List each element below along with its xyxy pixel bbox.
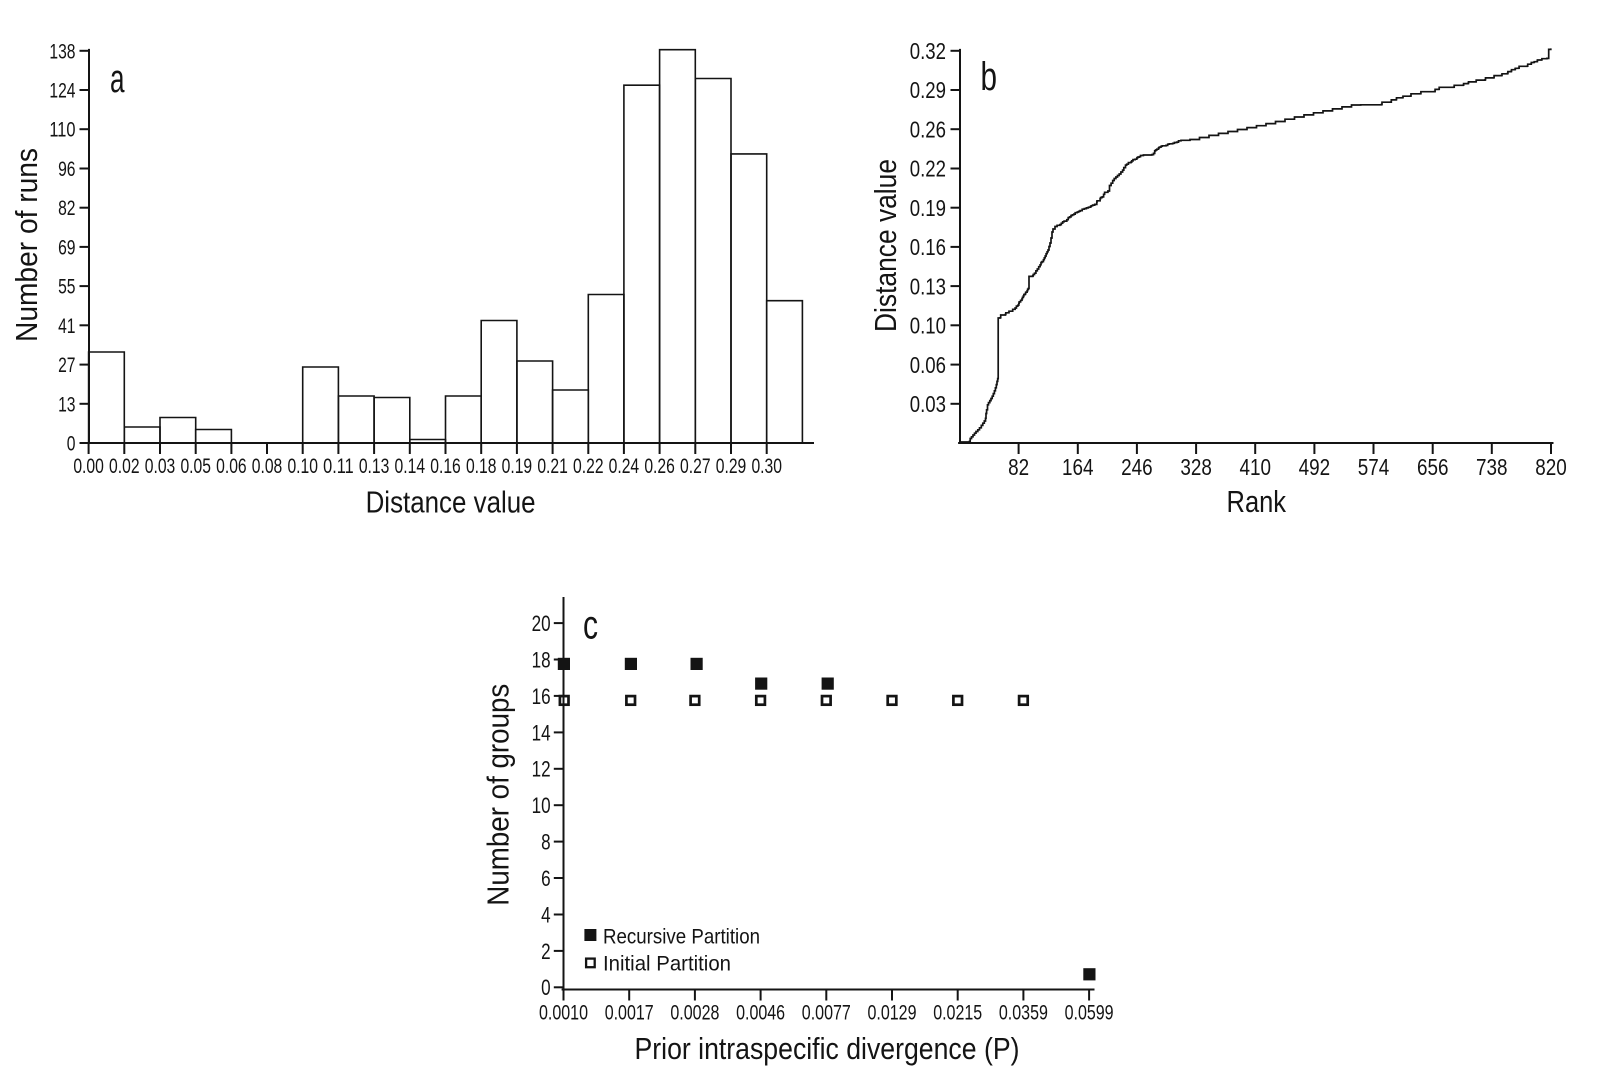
svg-text:0.0129: 0.0129 [868, 1002, 917, 1025]
svg-text:13: 13 [58, 393, 75, 416]
svg-text:0.13: 0.13 [910, 273, 946, 299]
svg-text:0.30: 0.30 [751, 455, 782, 478]
svg-text:0.10: 0.10 [287, 455, 318, 478]
svg-text:8: 8 [541, 830, 551, 855]
svg-text:738: 738 [1476, 454, 1508, 480]
svg-text:164: 164 [1062, 454, 1094, 480]
svg-text:0.05: 0.05 [180, 455, 211, 478]
svg-text:0.19: 0.19 [502, 455, 533, 478]
svg-text:Prior intraspecific divergence: Prior intraspecific divergence (P) [635, 1031, 1020, 1066]
svg-text:20: 20 [532, 611, 551, 636]
svg-text:0.0077: 0.0077 [802, 1002, 851, 1025]
svg-text:0.0017: 0.0017 [605, 1002, 654, 1025]
svg-text:Distance value: Distance value [366, 485, 536, 520]
svg-text:0.22: 0.22 [573, 455, 604, 478]
svg-text:0.0599: 0.0599 [1065, 1002, 1114, 1025]
svg-text:0.18: 0.18 [466, 455, 497, 478]
svg-text:0.14: 0.14 [395, 455, 426, 478]
svg-text:Number of groups: Number of groups [481, 684, 516, 906]
svg-text:2: 2 [541, 939, 551, 964]
svg-text:12: 12 [532, 757, 551, 782]
svg-text:Distance value: Distance value [868, 159, 903, 332]
svg-text:0.27: 0.27 [680, 455, 711, 478]
svg-text:82: 82 [58, 197, 75, 220]
svg-text:0.0010: 0.0010 [539, 1002, 588, 1025]
svg-text:27: 27 [58, 354, 75, 377]
svg-text:Number of runs: Number of runs [9, 148, 44, 342]
svg-text:0.21: 0.21 [537, 455, 568, 478]
svg-text:10: 10 [532, 793, 551, 818]
svg-text:55: 55 [58, 276, 75, 299]
svg-text:0: 0 [67, 433, 76, 456]
svg-text:0.06: 0.06 [216, 455, 247, 478]
svg-text:0: 0 [541, 975, 551, 1000]
svg-text:0.0359: 0.0359 [999, 1002, 1048, 1025]
svg-text:0.32: 0.32 [910, 38, 946, 64]
svg-text:0.16: 0.16 [910, 234, 946, 260]
svg-text:138: 138 [49, 40, 75, 63]
svg-text:0.10: 0.10 [910, 313, 946, 339]
svg-text:0.26: 0.26 [910, 116, 946, 142]
svg-text:820: 820 [1535, 454, 1567, 480]
svg-text:492: 492 [1299, 454, 1331, 480]
svg-text:Initial Partition: Initial Partition [603, 952, 731, 975]
svg-text:246: 246 [1121, 454, 1153, 480]
svg-text:6: 6 [541, 866, 551, 891]
svg-text:0.02: 0.02 [109, 455, 140, 478]
svg-text:410: 410 [1239, 454, 1271, 480]
svg-text:0.29: 0.29 [910, 77, 946, 103]
svg-text:4: 4 [541, 902, 551, 927]
svg-text:0.0046: 0.0046 [736, 1002, 785, 1025]
svg-text:0.16: 0.16 [430, 455, 461, 478]
svg-text:0.0028: 0.0028 [670, 1002, 719, 1025]
svg-text:69: 69 [58, 236, 75, 259]
svg-text:0.13: 0.13 [359, 455, 390, 478]
svg-text:574: 574 [1358, 454, 1390, 480]
svg-text:16: 16 [532, 684, 551, 709]
svg-text:0.0215: 0.0215 [933, 1002, 982, 1025]
svg-text:124: 124 [49, 80, 75, 103]
svg-text:96: 96 [58, 158, 75, 181]
svg-text:110: 110 [49, 119, 75, 142]
svg-text:b: b [981, 55, 998, 99]
svg-text:0.22: 0.22 [910, 156, 946, 182]
svg-text:0.19: 0.19 [910, 195, 946, 221]
svg-text:a: a [110, 57, 125, 101]
svg-text:82: 82 [1008, 454, 1029, 480]
svg-text:0.26: 0.26 [644, 455, 675, 478]
svg-text:Rank: Rank [1227, 484, 1287, 519]
svg-text:0.00: 0.00 [73, 455, 104, 478]
svg-text:14: 14 [532, 720, 551, 745]
svg-text:c: c [583, 602, 598, 648]
svg-text:328: 328 [1180, 454, 1212, 480]
svg-text:0.29: 0.29 [716, 455, 747, 478]
svg-text:Recursive Partition: Recursive Partition [603, 925, 760, 948]
svg-text:0.06: 0.06 [910, 352, 946, 378]
svg-text:0.08: 0.08 [252, 455, 283, 478]
svg-text:0.24: 0.24 [609, 455, 640, 478]
svg-text:0.11: 0.11 [323, 455, 354, 478]
svg-text:0.03: 0.03 [145, 455, 176, 478]
svg-text:18: 18 [532, 647, 551, 672]
svg-text:41: 41 [58, 315, 75, 338]
svg-text:656: 656 [1417, 454, 1449, 480]
svg-text:0.03: 0.03 [910, 391, 946, 417]
